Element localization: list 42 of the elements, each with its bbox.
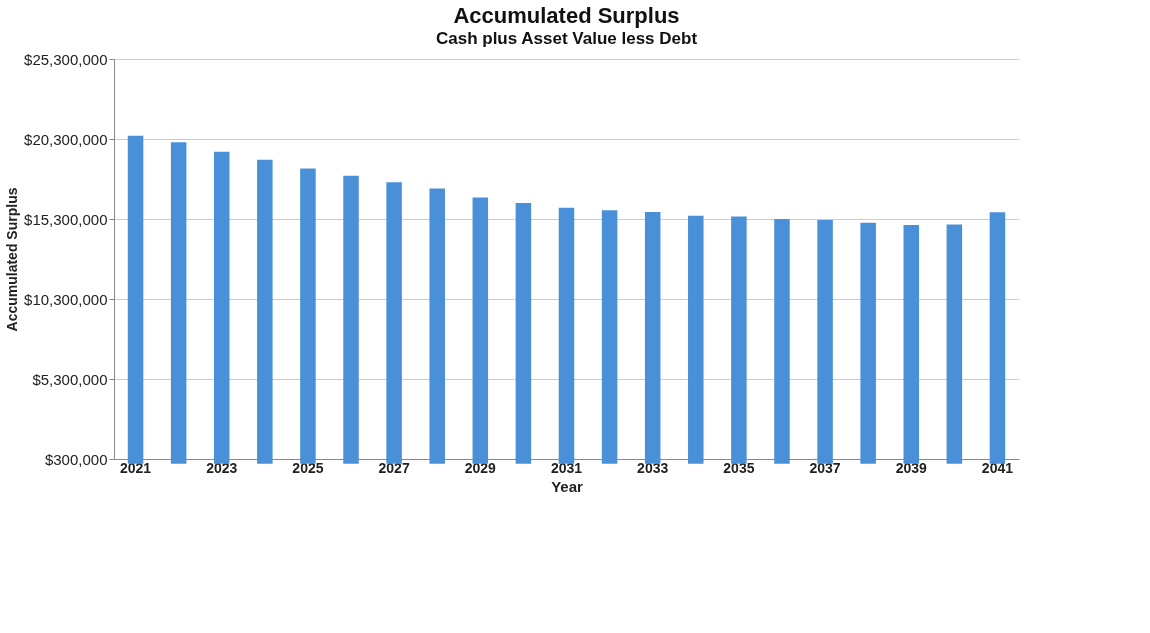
bar bbox=[774, 219, 790, 464]
x-tick-label: 2041 bbox=[981, 459, 1014, 476]
bar bbox=[688, 215, 704, 464]
bar bbox=[213, 151, 230, 464]
x-tick-label: 2029 bbox=[464, 459, 497, 476]
bar bbox=[127, 135, 144, 464]
bar bbox=[300, 168, 316, 464]
bar bbox=[731, 216, 747, 464]
bar bbox=[946, 224, 963, 464]
bar bbox=[386, 182, 402, 464]
x-tick-label: 2027 bbox=[378, 459, 410, 476]
y-tick-label: $10,300,000 bbox=[24, 290, 108, 308]
bar bbox=[817, 219, 833, 464]
x-tick-label: 2025 bbox=[292, 459, 324, 476]
x-tick-label: 2037 bbox=[809, 459, 841, 476]
y-tick-label: $25,300,000 bbox=[24, 50, 108, 68]
bar bbox=[472, 197, 489, 464]
y-tick-label: $5,300,000 bbox=[32, 370, 108, 388]
bar bbox=[558, 207, 575, 464]
bar bbox=[515, 203, 532, 464]
bar bbox=[644, 211, 661, 464]
x-tick-label: 2023 bbox=[206, 459, 238, 476]
chart-title: Accumulated Surplus bbox=[453, 3, 680, 28]
y-tick-label: $20,300,000 bbox=[24, 130, 108, 148]
bar bbox=[170, 142, 187, 464]
bar bbox=[989, 212, 1006, 464]
x-tick-label: 2039 bbox=[895, 459, 928, 476]
bar bbox=[601, 210, 618, 464]
y-tick-label: $15,300,000 bbox=[24, 210, 108, 228]
x-tick-label: 2021 bbox=[119, 459, 152, 476]
bar bbox=[903, 224, 920, 464]
bar bbox=[860, 222, 876, 464]
bar bbox=[257, 159, 273, 464]
chart-subtitle: Cash plus Asset Value less Debt bbox=[435, 29, 698, 48]
x-tick-label: 2031 bbox=[550, 459, 583, 476]
x-tick-label: 2033 bbox=[637, 459, 669, 476]
y-tick-label: $300,000 bbox=[44, 450, 108, 468]
x-axis-title: Year bbox=[551, 477, 584, 495]
y-axis-title: Accumulated Surplus bbox=[4, 187, 21, 332]
bar bbox=[343, 175, 359, 464]
bar bbox=[429, 188, 445, 464]
x-tick-label: 2035 bbox=[723, 459, 755, 476]
